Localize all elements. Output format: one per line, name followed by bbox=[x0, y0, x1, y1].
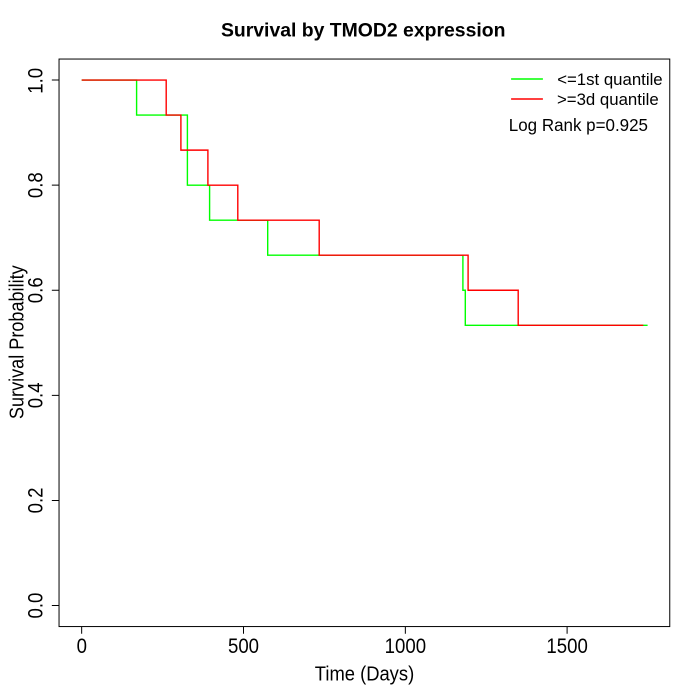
svg-text:0.0: 0.0 bbox=[24, 593, 47, 619]
svg-text:>=3d quantile: >=3d quantile bbox=[557, 90, 659, 109]
svg-text:Survival by TMOD2 expression: Survival by TMOD2 expression bbox=[221, 20, 506, 42]
svg-text:0.2: 0.2 bbox=[24, 488, 47, 514]
svg-text:500: 500 bbox=[228, 635, 259, 658]
svg-text:Survival Probability: Survival Probability bbox=[7, 265, 29, 419]
svg-text:<=1st quantile: <=1st quantile bbox=[557, 70, 662, 89]
svg-text:Time (Days): Time (Days) bbox=[315, 664, 414, 686]
svg-text:0.4: 0.4 bbox=[24, 382, 47, 408]
svg-text:1500: 1500 bbox=[546, 635, 587, 658]
svg-text:0: 0 bbox=[77, 635, 87, 658]
svg-text:1000: 1000 bbox=[385, 635, 426, 658]
svg-text:1.0: 1.0 bbox=[24, 68, 47, 94]
svg-text:Log Rank p=0.925: Log Rank p=0.925 bbox=[509, 115, 648, 135]
svg-text:0.6: 0.6 bbox=[24, 277, 47, 303]
svg-text:0.8: 0.8 bbox=[24, 172, 47, 198]
